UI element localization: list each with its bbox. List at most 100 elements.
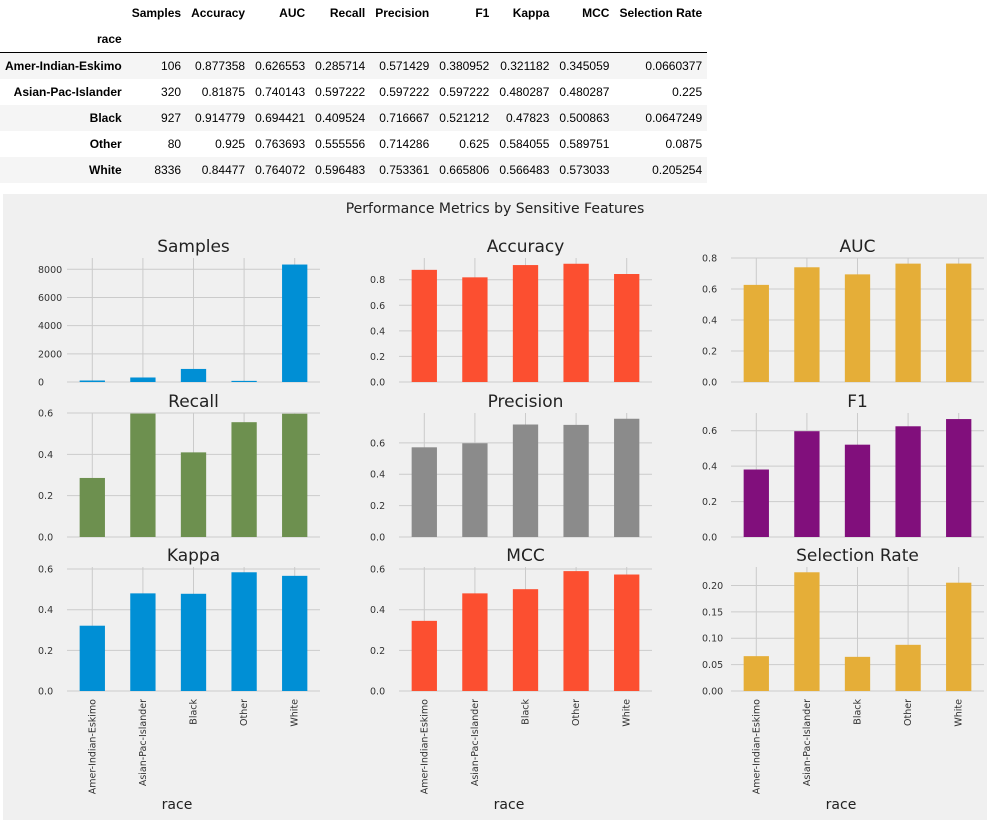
bar: [79, 477, 105, 537]
table-cell: 0.566483: [499, 162, 550, 177]
y-tick-label: 0.4: [702, 462, 717, 473]
table-row: Black 927 0.914779 0.694421 0.409524 0.716667…: [0, 104, 708, 131]
bar: [411, 447, 437, 537]
row-label: Asian-Pac-Islander: [13, 84, 122, 99]
x-tick-label: Asian-Pac-Islander: [470, 699, 481, 786]
table-cell: 0.47823: [506, 110, 550, 125]
y-tick-label: 0.00: [702, 687, 723, 698]
x-tick-label: Black: [853, 699, 864, 725]
y-tick-label: 0.0: [702, 533, 717, 544]
bar: [614, 274, 640, 382]
x-axis-label-2: race: [494, 797, 525, 813]
bar: [946, 263, 972, 382]
y-tick-label: 0.2: [370, 352, 385, 363]
y-tick-label: 0.10: [702, 634, 723, 645]
table-cell: 0.625: [459, 136, 490, 151]
index-row-empty-cell: [126, 26, 187, 53]
x-tick-label: Other: [239, 699, 250, 726]
table-cell: 0.380952: [439, 58, 490, 73]
row-label: Amer-Indian-Eskimo: [5, 58, 122, 73]
table-cell: 0.205254: [652, 162, 703, 177]
table-cell: 0.0660377: [645, 58, 703, 73]
table-cell: 0.521212: [439, 110, 490, 125]
y-tick-label: 0.4: [38, 605, 53, 616]
chart-panel: Selection Rate 0.00 0.05 0.10 0.15 0.20 Amer-I…: [702, 546, 984, 794]
x-tick-label: Amer-Indian-Eskimo: [419, 699, 430, 794]
table-cell: 0.626553: [255, 58, 306, 73]
x-tick-label: Amer-Indian-Eskimo: [87, 699, 98, 794]
table-cell: 0.285714: [315, 58, 366, 73]
bar: [512, 589, 539, 691]
table-cell: 0.740143: [255, 84, 306, 99]
y-tick-label: 0.2: [370, 646, 385, 657]
index-row-empty-cell: [554, 26, 615, 53]
table-row: Amer-Indian-Eskimo 106 0.877358 0.626553 0.2…: [0, 52, 708, 79]
table-cell: 0.571429: [379, 58, 430, 73]
y-tick-label: 0.6: [370, 438, 385, 449]
bar: [563, 263, 589, 382]
y-tick-label: 0.05: [702, 660, 723, 671]
x-tick-label: Other: [903, 699, 914, 726]
index-row-empty-cell: [310, 26, 371, 53]
table-cell: 0.500863: [559, 110, 610, 125]
table-cell: 0.345059: [559, 58, 610, 73]
chart-title: Samples: [157, 237, 230, 257]
table-cell: 0.225: [672, 84, 703, 99]
figure-suptitle: Performance Metrics by Sensitive Feature…: [346, 201, 645, 217]
index-row-empty-cell: [370, 26, 435, 53]
bar: [844, 274, 871, 382]
y-tick-label: 0.4: [370, 605, 385, 616]
bar: [946, 582, 972, 691]
table-cell: 0.914779: [195, 110, 246, 125]
y-tick-label: 0.0: [370, 687, 385, 698]
table-cell: 0.877358: [195, 58, 246, 73]
y-tick-label: 0.6: [370, 301, 385, 312]
y-tick-label: 0.6: [38, 409, 53, 420]
table-row: Asian-Pac-Islander 320 0.81875 0.740143 0.59…: [0, 79, 707, 105]
chart-title: F1: [847, 392, 868, 412]
row-label: Other: [89, 136, 122, 151]
index-row-empty-cell: [250, 26, 311, 53]
table-cell: 0.597222: [439, 84, 490, 99]
bar: [844, 444, 871, 537]
bar: [130, 593, 156, 691]
x-axis-label-3: race: [826, 797, 857, 813]
chart-panel: Kappa 0.0 0.2 0.4 0.6 Amer-Indian-Eskimo Asian…: [38, 546, 320, 794]
table-cell: 0.714286: [379, 136, 430, 151]
metrics-figure: Performance Metrics by Sensitive Feature…: [3, 194, 987, 820]
bar: [411, 269, 437, 382]
table-row: White 8336 0.84477 0.764072 0.596483 0.753361…: [0, 156, 708, 183]
index-name: race: [0, 26, 127, 53]
y-tick-label: 0.0: [38, 687, 53, 698]
y-tick-label: 0.4: [370, 470, 385, 481]
table-cell: 0.480287: [499, 84, 550, 99]
bar: [282, 413, 308, 537]
y-tick-label: 0.20: [702, 581, 723, 592]
y-tick-label: 0.0: [370, 533, 385, 544]
table-cell: 0.573033: [559, 162, 610, 177]
table-cell: 0.597222: [379, 84, 430, 99]
bar: [231, 572, 257, 691]
bar: [231, 422, 257, 537]
table-cell: 0.84477: [201, 162, 246, 177]
bar: [895, 263, 921, 382]
y-tick-label: 0.2: [38, 646, 53, 657]
column-header: Recall: [329, 6, 366, 20]
y-tick-label: 0.4: [702, 316, 717, 327]
index-row-empty-cell: [494, 26, 555, 53]
y-tick-label: 0.15: [702, 607, 723, 618]
bar: [614, 418, 640, 537]
y-tick-label: 6000: [38, 293, 62, 304]
column-header: Samples: [131, 6, 182, 20]
column-header: Accuracy: [191, 6, 246, 20]
chart-title: AUC: [840, 237, 876, 257]
bar: [130, 377, 156, 382]
y-tick-label: 0.8: [370, 275, 385, 286]
bar: [743, 284, 769, 382]
y-tick-label: 0: [38, 378, 44, 389]
corner-cell: [0, 0, 127, 26]
table-cell: 927: [161, 110, 182, 125]
column-header: Precision: [375, 6, 430, 20]
table-cell: 0.555556: [315, 136, 366, 151]
bar: [743, 469, 769, 537]
